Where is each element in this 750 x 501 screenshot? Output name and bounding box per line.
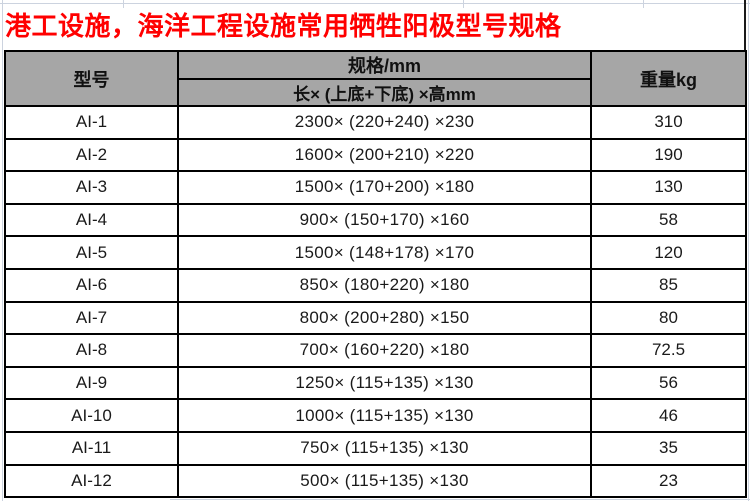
gridline-top <box>0 3 750 4</box>
gridline-left <box>2 0 3 501</box>
cell-model: AI-2 <box>4 137 179 173</box>
page-title: 港工设施，海洋工程设施常用牺牲阳极型号规格 <box>5 11 562 41</box>
cell-model: AI-10 <box>4 398 179 433</box>
cell-weight: 310 <box>590 105 747 140</box>
cell-weight: 190 <box>590 137 747 173</box>
cell-weight: 120 <box>590 235 747 270</box>
table-row: AI-2 1600× (200+210) ×220 190 <box>4 137 747 173</box>
cell-model: AI-3 <box>4 170 179 205</box>
cell-weight: 80 <box>590 300 747 336</box>
table-row: AI-4 900× (150+170) ×160 58 <box>4 202 747 238</box>
table-row: AI-1 2300× (220+240) ×230 310 <box>4 105 747 140</box>
cell-spec: 800× (200+280) ×150 <box>177 300 592 336</box>
table-row: AI-8 700× (160+220) ×180 72.5 <box>4 333 747 368</box>
cell-spec: 1250× (115+135) ×130 <box>177 365 592 401</box>
col-header-weight: 重量kg <box>590 50 747 107</box>
cell-spec: 750× (115+135) ×130 <box>177 430 592 466</box>
cell-model: AI-7 <box>4 300 179 336</box>
cell-weight: 46 <box>590 398 747 433</box>
cell-model: AI-11 <box>4 430 179 466</box>
table-row: AI-5 1500× (148+178) ×170 120 <box>4 235 747 270</box>
col-header-spec-group: 规格/mm <box>177 50 592 80</box>
gridline-right <box>748 0 749 501</box>
cell-model: AI-1 <box>4 105 179 140</box>
cell-weight: 56 <box>590 365 747 401</box>
cell-spec: 1000× (115+135) ×130 <box>177 398 592 433</box>
table-row: AI-10 1000× (115+135) ×130 46 <box>4 398 747 433</box>
anode-spec-table: 型号 规格/mm 重量kg 长× (上底+下底) ×高mm AI-1 2300× … <box>4 50 747 499</box>
cell-weight: 35 <box>590 430 747 466</box>
gridline-tick-3 <box>643 0 644 8</box>
cell-weight: 23 <box>590 463 747 499</box>
table-row: AI-12 500× (115+135) ×130 23 <box>4 463 747 499</box>
cell-weight: 58 <box>590 202 747 238</box>
cell-model: AI-5 <box>4 235 179 270</box>
cell-model: AI-6 <box>4 267 179 303</box>
col-subheader-spec-formula: 长× (上底+下底) ×高mm <box>177 78 592 107</box>
gridline-tick-2 <box>463 0 464 8</box>
cell-weight: 72.5 <box>590 333 747 368</box>
table-row: AI-3 1500× (170+200) ×180 130 <box>4 170 747 205</box>
cell-weight: 85 <box>590 267 747 303</box>
table-body: AI-1 2300× (220+240) ×230 310 AI-2 1600× (20… <box>4 105 747 499</box>
cell-model: AI-12 <box>4 463 179 499</box>
cell-spec: 900× (150+170) ×160 <box>177 202 592 238</box>
cell-spec: 1500× (148+178) ×170 <box>177 235 592 270</box>
cell-spec: 700× (160+220) ×180 <box>177 333 592 368</box>
cell-spec: 850× (180+220) ×180 <box>177 267 592 303</box>
gridline-tick-1 <box>123 0 124 8</box>
cell-spec: 1600× (200+210) ×220 <box>177 137 592 173</box>
table-row: AI-7 800× (200+280) ×150 80 <box>4 300 747 336</box>
cell-spec: 500× (115+135) ×130 <box>177 463 592 499</box>
table-row: AI-6 850× (180+220) ×180 85 <box>4 267 747 303</box>
table-row: AI-11 750× (115+135) ×130 35 <box>4 430 747 466</box>
cell-model: AI-9 <box>4 365 179 401</box>
table-row: AI-9 1250× (115+135) ×130 56 <box>4 365 747 401</box>
col-header-model: 型号 <box>4 50 179 107</box>
gridline-bottom <box>170 499 750 500</box>
cell-spec: 2300× (220+240) ×230 <box>177 105 592 140</box>
cell-spec: 1500× (170+200) ×180 <box>177 170 592 205</box>
cell-model: AI-4 <box>4 202 179 238</box>
cell-weight: 130 <box>590 170 747 205</box>
table-header: 型号 规格/mm 重量kg 长× (上底+下底) ×高mm <box>4 50 747 107</box>
cell-model: AI-8 <box>4 333 179 368</box>
